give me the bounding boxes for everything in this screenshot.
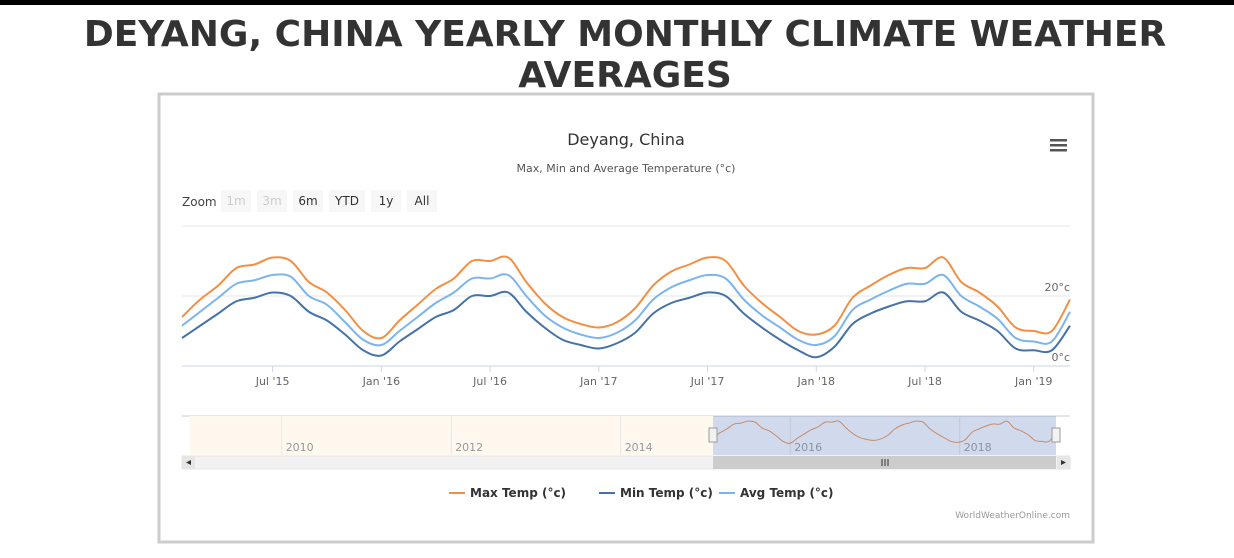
menu-icon[interactable]	[1050, 139, 1067, 152]
navigator-label: 2010	[286, 441, 314, 454]
navigator-handle[interactable]	[1051, 427, 1061, 443]
x-tick-label: Jan '18	[797, 375, 835, 388]
zoom-button[interactable]	[371, 190, 401, 212]
zoom-button-label: 1m	[226, 194, 245, 208]
scrollbar-left-arrow	[186, 460, 191, 465]
zoom-button[interactable]	[293, 190, 323, 212]
legend-label[interactable]: Max Temp (°c)	[470, 486, 566, 500]
x-tick-label: Jul '17	[690, 375, 725, 388]
page-title: DEYANG, CHINA YEARLY MONTHLY CLIMATE WEA…	[83, 14, 1167, 96]
legend-label[interactable]: Avg Temp (°c)	[740, 486, 834, 500]
navigator-label: 2018	[964, 441, 992, 454]
x-tick-label: Jul '18	[907, 375, 942, 388]
chart-title: Deyang, China	[567, 130, 685, 149]
series-line	[181, 255, 1071, 340]
zoom-button[interactable]	[329, 190, 365, 212]
scrollbar-grip	[881, 459, 889, 466]
navigator-label: 2016	[794, 441, 822, 454]
x-tick-label: Jan '16	[362, 375, 400, 388]
zoom-button-label: All	[415, 194, 430, 208]
y-tick-label: 0°c	[1051, 351, 1070, 364]
legend-label[interactable]: Min Temp (°c)	[620, 486, 713, 500]
navigator-mask[interactable]	[713, 416, 1056, 455]
y-tick-label: 20°c	[1044, 281, 1070, 294]
zoom-label: Zoom	[182, 195, 217, 209]
x-tick-label: Jul '15	[255, 375, 290, 388]
chart-subtitle: Max, Min and Average Temperature (°c)	[517, 162, 736, 175]
zoom-button-label: 6m	[298, 194, 317, 208]
zoom-button-label: 1y	[379, 194, 394, 208]
zoom-button-label: YTD	[334, 194, 359, 208]
zoom-button[interactable]	[407, 190, 437, 212]
navigator-line	[712, 420, 1057, 444]
zoom-button[interactable]	[221, 190, 251, 212]
x-tick-label: Jul '16	[472, 375, 507, 388]
navigator-label: 2012	[455, 441, 483, 454]
navigator-handle[interactable]	[708, 427, 718, 443]
x-tick-label: Jan '17	[579, 375, 617, 388]
zoom-button-label: 3m	[262, 194, 281, 208]
scrollbar-right-arrow	[1061, 460, 1066, 465]
series-line	[181, 273, 1071, 347]
navigator-label: 2014	[625, 441, 653, 454]
zoom-button[interactable]	[257, 190, 287, 212]
credit: WorldWeatherOnline.com	[955, 511, 1070, 521]
top-bar	[0, 0, 1234, 5]
series-line	[181, 290, 1071, 359]
x-tick-label: Jan '19	[1014, 375, 1052, 388]
